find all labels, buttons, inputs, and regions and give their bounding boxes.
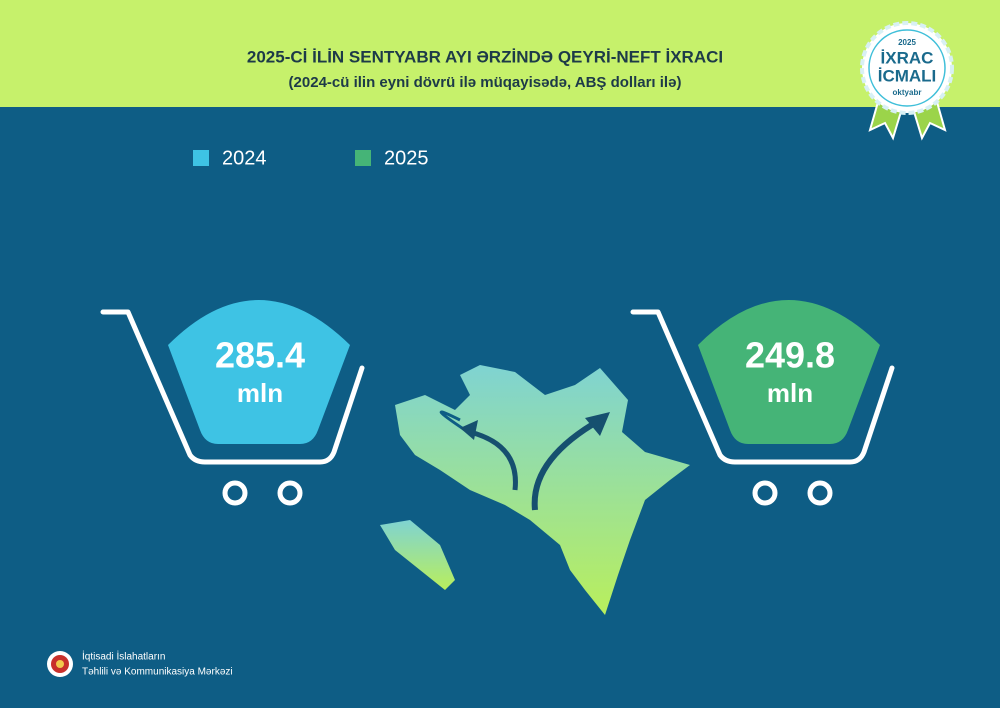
legend-swatch <box>355 150 371 166</box>
wheel <box>807 480 833 506</box>
badge: 2025 İXRAC İCMALI oktyabr <box>860 21 954 141</box>
badge-line: İXRAC <box>881 48 934 67</box>
wheel <box>752 480 778 506</box>
value: 249.8 <box>745 335 835 376</box>
unit: mln <box>237 378 283 408</box>
subtitle: (2024-cü ilin eyni dövrü ilə müqayisədə,… <box>289 74 682 91</box>
map <box>380 365 690 615</box>
legend-swatch <box>193 150 209 166</box>
title: 2025-Cİ İLİN SENTYABR AYI ƏRZİNDƏ QEYRİ-… <box>247 47 723 66</box>
unit: mln <box>767 378 813 408</box>
footer-line: İqtisadi İslahatların <box>82 650 165 663</box>
value: 285.4 <box>215 335 305 376</box>
badge-line: İCMALI <box>878 66 937 85</box>
wheel <box>222 480 248 506</box>
footer-line: Təhlili və Kommunikasiya Mərkəzi <box>82 667 233 678</box>
legend-label: 2025 <box>384 147 429 169</box>
footer: İqtisadi İslahatların Təhlili və Kommuni… <box>47 650 233 678</box>
basket <box>168 300 350 444</box>
cart-frame <box>630 309 895 465</box>
basket <box>698 300 880 444</box>
legend-label: 2024 <box>222 147 267 169</box>
badge-year: 2025 <box>898 38 916 47</box>
wheel <box>277 480 303 506</box>
cart-frame <box>100 309 365 465</box>
badge-month: oktyabr <box>893 88 922 97</box>
header-band <box>0 0 1000 107</box>
